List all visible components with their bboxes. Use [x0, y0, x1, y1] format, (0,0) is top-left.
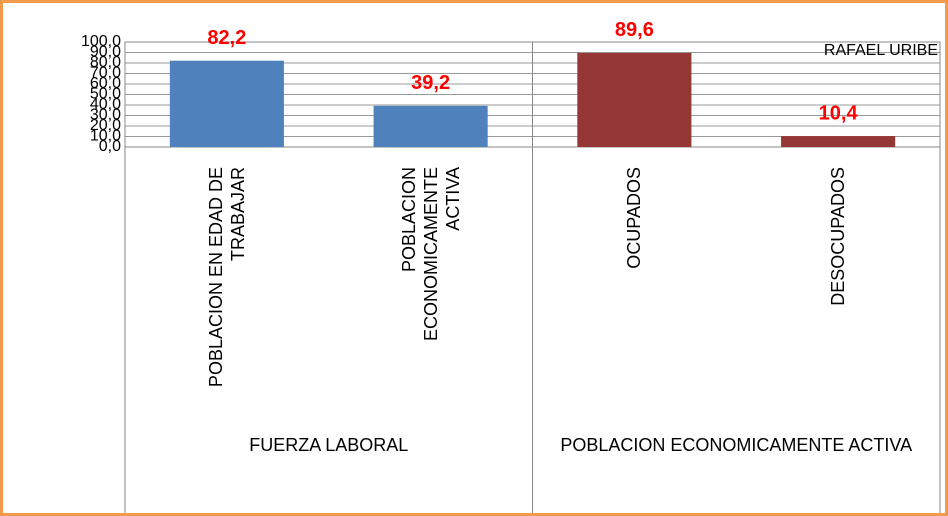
- y-tick-label: 70,0: [90, 65, 121, 82]
- y-tick-label: 40,0: [90, 96, 121, 113]
- bar: [781, 136, 896, 147]
- x-tick-label: POBLACION ECONOMICAMENTE ACTIVA: [398, 167, 463, 342]
- data-label: 39,2: [411, 72, 450, 94]
- y-tick-label: 60,0: [90, 75, 121, 92]
- bar: [577, 52, 692, 147]
- x-tick-label: OCUPADOS: [624, 167, 645, 269]
- data-label: 82,2: [207, 27, 246, 49]
- data-label: 10,4: [819, 102, 859, 124]
- y-tick-label: 30,0: [90, 107, 121, 124]
- bar: [373, 105, 488, 147]
- x-tick-label: POBLACION EN EDAD DE TRABAJAR: [205, 167, 248, 388]
- y-tick-label: 20,0: [90, 117, 121, 134]
- data-label: 89,6: [615, 19, 654, 41]
- y-tick-label: 10,0: [90, 128, 121, 145]
- y-tick-label: 80,0: [90, 54, 121, 71]
- y-tick-label: 90,0: [90, 44, 121, 61]
- legend-label: RAFAEL URIBE: [824, 42, 938, 59]
- y-tick-label: 100,0: [81, 33, 121, 50]
- bar: [169, 60, 284, 147]
- x-tick-label: DESOCUPADOS: [828, 167, 849, 306]
- group-label: POBLACION ECONOMICAMENTE ACTIVA: [560, 435, 913, 455]
- group-label: FUERZA LABORAL: [249, 435, 409, 455]
- y-tick-label: 0,0: [99, 138, 121, 155]
- chart-canvas: 0,010,020,030,040,050,060,070,080,090,01…: [81, 19, 941, 513]
- y-tick-label: 50,0: [90, 86, 121, 103]
